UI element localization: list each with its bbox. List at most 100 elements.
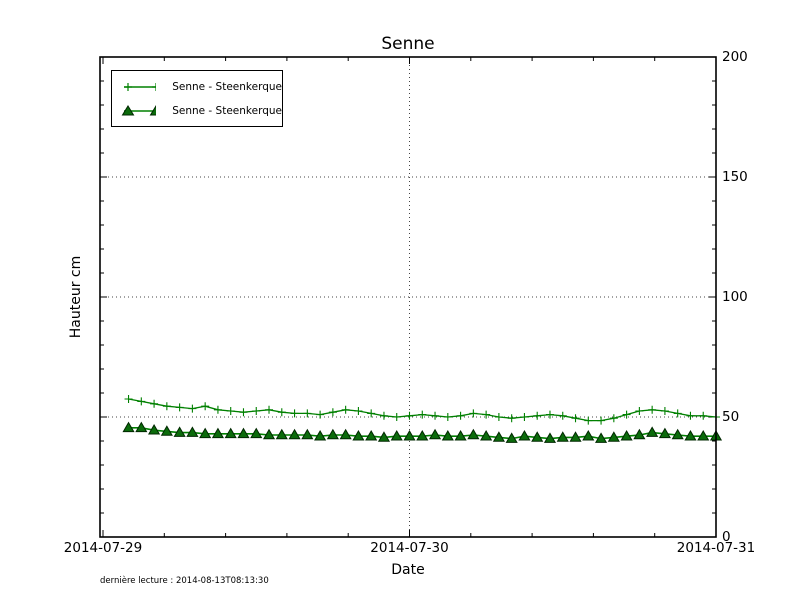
plus-marker: [379, 411, 388, 420]
triangle-marker: [275, 428, 288, 440]
plus-marker: [699, 411, 708, 420]
triangle-marker: [569, 431, 582, 442]
plus-marker: [175, 403, 184, 412]
plus-marker: [290, 409, 299, 418]
plus-marker: [622, 410, 631, 419]
triangle-marker: [658, 427, 671, 439]
plus-marker: [201, 402, 210, 411]
y-tick-label: 0: [722, 529, 731, 545]
triangle-marker: [403, 430, 416, 441]
triangle-marker: [480, 430, 493, 441]
plus-marker: [328, 408, 337, 417]
chart-title: Senne: [381, 34, 435, 54]
plus-marker: [660, 407, 669, 415]
triangle-marker-line-sample-icon: [121, 104, 157, 115]
plus-marker: [558, 411, 567, 420]
plus-marker: [431, 411, 440, 420]
plus-marker: [635, 407, 644, 415]
triangle-marker: [518, 430, 531, 441]
y-axis-label: Hauteur cm: [68, 255, 84, 339]
plus-marker: [609, 414, 618, 423]
triangle-marker: [467, 428, 480, 440]
plus-marker: [571, 414, 580, 423]
plus-marker: [482, 410, 491, 419]
plus-marker: [456, 411, 465, 420]
triangle-marker: [620, 430, 633, 441]
plus-marker: [239, 408, 248, 417]
plus-marker: [226, 407, 235, 415]
footnote: dernière lecture : 2014-08-13T08:13:30 d…: [100, 558, 269, 600]
plus-marker: [469, 409, 478, 418]
plus-marker: [341, 405, 350, 414]
triangle-marker: [186, 426, 199, 437]
plus-marker: [392, 413, 401, 421]
legend-entry-plus: Senne - Steenkerque: [121, 80, 282, 94]
plus-marker: [520, 413, 529, 421]
plus-marker: [137, 397, 146, 406]
y-tick-label: 100: [722, 289, 748, 305]
triangle-marker: [416, 430, 429, 441]
plus-marker: [443, 413, 452, 421]
triangle-marker: [135, 421, 148, 433]
legend-label: Senne - Steenkerque: [172, 80, 282, 93]
plus-marker: [303, 409, 312, 418]
triangle-marker: [697, 430, 710, 441]
triangle-marker: [314, 430, 327, 441]
triangle-marker: [160, 425, 173, 436]
triangle-marker: [237, 427, 250, 439]
plus-marker: [507, 414, 516, 423]
plus-marker: [316, 410, 325, 419]
plus-marker: [150, 399, 159, 408]
plus-marker: [673, 409, 682, 418]
plus-marker: [277, 408, 286, 417]
triangle-marker: [288, 428, 301, 440]
triangle-marker: [492, 431, 505, 442]
triangle-marker: [326, 428, 339, 440]
triangle-marker: [441, 430, 454, 441]
legend-entry-triangle: Senne - Steenkerque: [121, 104, 282, 118]
x-axis-label: Date: [391, 562, 425, 578]
triangle-marker: [505, 432, 518, 443]
triangle-marker: [301, 428, 314, 440]
plus-marker: [405, 411, 414, 420]
footnote-last-reading: dernière lecture : 2014-08-13T08:13:30: [100, 576, 269, 586]
plus-marker: [265, 405, 274, 414]
plus-marker: [545, 410, 554, 419]
triangle-marker: [390, 430, 403, 441]
triangle-marker: [556, 431, 569, 442]
plus-marker: [494, 413, 503, 421]
legend-label: Senne - Steenkerque: [172, 104, 282, 117]
plus-marker: [597, 416, 606, 425]
x-tick-label: 2014-07-29: [63, 540, 143, 556]
triangle-marker: [582, 430, 595, 441]
triangle-marker: [607, 431, 620, 442]
triangle-marker: [543, 432, 557, 443]
plus-marker: [188, 404, 197, 413]
plus-marker: [533, 411, 542, 420]
triangle-marker: [262, 428, 276, 440]
triangle-marker: [646, 426, 659, 437]
plus-marker: [354, 407, 363, 415]
triangle-marker: [365, 430, 378, 441]
triangle-marker: [594, 432, 608, 443]
plot-frame: [99, 56, 717, 538]
plus-marker: [686, 411, 695, 420]
x-tick-label: 2014-07-31: [676, 540, 756, 556]
plus-marker: [648, 405, 657, 414]
x-tick-label: 2014-07-30: [370, 540, 449, 556]
triangle-marker: [684, 430, 697, 441]
legend: Senne - Steenkerque Senne - Steenkerque: [111, 70, 283, 127]
triangle-marker: [339, 428, 352, 440]
plus-marker: [418, 410, 427, 419]
triangle-marker: [671, 428, 684, 440]
y-tick-label: 200: [722, 49, 748, 65]
y-tick-label: 150: [722, 169, 748, 185]
y-tick-label: 50: [722, 409, 740, 425]
plus-marker: [252, 407, 261, 415]
triangle-marker: [199, 427, 212, 439]
triangle-marker: [352, 430, 365, 441]
triangle-marker: [250, 427, 263, 439]
plus-marker: [367, 409, 376, 418]
plus-marker: [162, 402, 171, 411]
